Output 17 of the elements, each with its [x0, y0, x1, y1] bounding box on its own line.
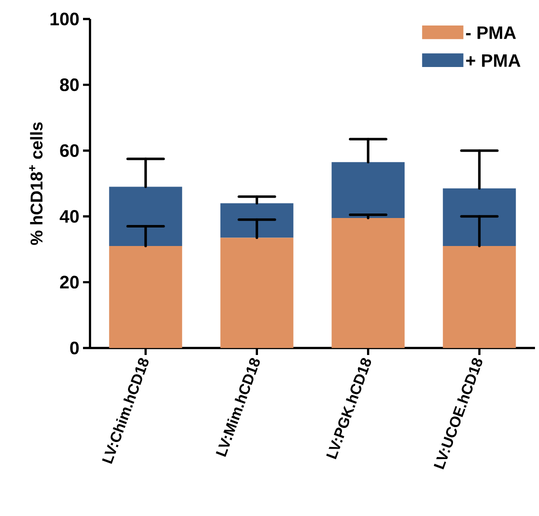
y-tick-label: 60	[60, 144, 79, 157]
bar	[442, 188, 516, 246]
bar	[220, 238, 294, 348]
y-tick-label: 100	[50, 12, 79, 26]
bar	[332, 162, 405, 218]
y-tick-label: 20	[60, 276, 79, 289]
y-tick-label: 40	[60, 210, 79, 223]
legend-label: - PMA	[466, 26, 516, 39]
y-axis-title: % hCD18$^{+}$ cells	[29, 122, 43, 245]
bar	[109, 186, 182, 246]
legend-label: + PMA	[466, 54, 520, 67]
bar	[332, 218, 405, 348]
y-tick-label: 0	[70, 342, 79, 354]
bar	[220, 203, 294, 238]
y-tick-label: 80	[60, 78, 79, 92]
bar	[442, 246, 516, 348]
bar	[109, 246, 182, 348]
